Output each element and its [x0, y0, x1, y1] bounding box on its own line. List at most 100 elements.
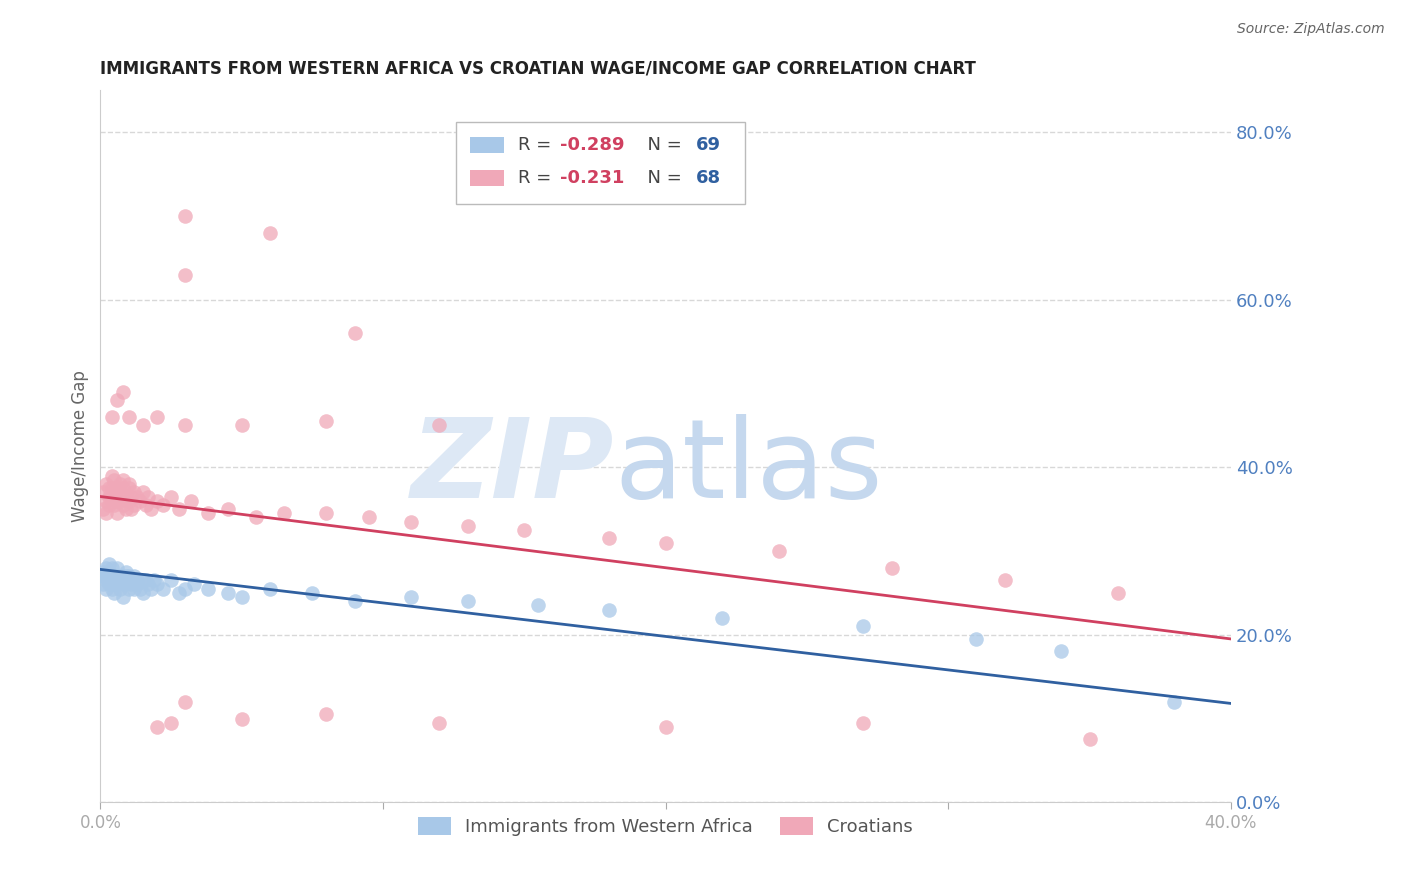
Point	[429, 418, 451, 433]
Point	[141, 582, 163, 596]
Point	[1078, 732, 1101, 747]
Point	[152, 582, 174, 596]
Point	[111, 481, 134, 495]
Point	[94, 569, 117, 583]
Point	[114, 490, 136, 504]
Point	[122, 569, 145, 583]
Point	[103, 569, 125, 583]
Point	[174, 418, 197, 433]
Point	[108, 485, 131, 500]
Point	[97, 498, 120, 512]
Point	[94, 477, 117, 491]
Point	[100, 493, 122, 508]
Point	[100, 582, 122, 596]
Point	[527, 599, 550, 613]
Point	[108, 493, 131, 508]
Point	[91, 569, 114, 583]
Point	[146, 577, 169, 591]
Point	[217, 502, 239, 516]
Point	[111, 473, 134, 487]
Text: IMMIGRANTS FROM WESTERN AFRICA VS CROATIAN WAGE/INCOME GAP CORRELATION CHART: IMMIGRANTS FROM WESTERN AFRICA VS CROATI…	[100, 60, 976, 78]
Point	[399, 515, 422, 529]
Point	[357, 510, 380, 524]
Point	[97, 481, 120, 495]
Point	[457, 519, 479, 533]
Point	[117, 409, 139, 424]
Point	[598, 532, 620, 546]
Point	[160, 574, 183, 588]
Point	[127, 574, 149, 588]
Point	[111, 590, 134, 604]
Point	[1163, 695, 1185, 709]
Point	[120, 502, 142, 516]
Point	[127, 577, 149, 591]
Point	[169, 502, 191, 516]
Point	[120, 577, 142, 591]
Point	[105, 393, 128, 408]
Point	[91, 485, 114, 500]
Point	[513, 523, 536, 537]
Point	[111, 569, 134, 583]
Point	[245, 510, 267, 524]
Point	[129, 582, 152, 596]
Point	[103, 577, 125, 591]
Point	[852, 715, 875, 730]
Point	[343, 326, 366, 341]
Legend: Immigrants from Western Africa, Croatians: Immigrants from Western Africa, Croatian…	[411, 809, 920, 843]
Point	[143, 574, 166, 588]
Point	[108, 569, 131, 583]
Point	[105, 506, 128, 520]
Point	[1050, 644, 1073, 658]
Point	[152, 498, 174, 512]
Point	[105, 560, 128, 574]
Point	[117, 569, 139, 583]
Point	[91, 565, 114, 579]
Point	[114, 569, 136, 583]
Point	[1107, 586, 1129, 600]
Text: -0.231: -0.231	[561, 169, 624, 186]
Point	[880, 560, 903, 574]
Point	[457, 594, 479, 608]
Point	[105, 569, 128, 583]
Bar	[470, 137, 503, 153]
Point	[174, 209, 197, 223]
Point	[97, 577, 120, 591]
Text: ZIP: ZIP	[411, 414, 614, 521]
Point	[852, 619, 875, 633]
Point	[146, 409, 169, 424]
Point	[117, 477, 139, 491]
Point	[91, 502, 114, 516]
Point	[183, 577, 205, 591]
Point	[146, 720, 169, 734]
Point	[100, 560, 122, 574]
Point	[138, 490, 160, 504]
Point	[100, 481, 122, 495]
Point	[598, 602, 620, 616]
Text: R =: R =	[517, 169, 557, 186]
Point	[94, 506, 117, 520]
Point	[122, 582, 145, 596]
Point	[994, 574, 1017, 588]
Point	[259, 582, 281, 596]
Point	[429, 715, 451, 730]
Point	[111, 498, 134, 512]
Point	[259, 226, 281, 240]
Point	[654, 720, 676, 734]
Point	[105, 577, 128, 591]
Point	[117, 582, 139, 596]
Point	[180, 493, 202, 508]
Point	[94, 560, 117, 574]
Point	[711, 611, 734, 625]
Point	[231, 711, 253, 725]
Point	[231, 590, 253, 604]
Text: N =: N =	[636, 136, 688, 154]
Point	[114, 565, 136, 579]
Point	[141, 502, 163, 516]
Y-axis label: Wage/Income Gap: Wage/Income Gap	[72, 370, 89, 522]
Point	[94, 582, 117, 596]
Point	[100, 468, 122, 483]
Point	[117, 574, 139, 588]
Bar	[457, 122, 745, 204]
Point	[100, 569, 122, 583]
Point	[231, 418, 253, 433]
